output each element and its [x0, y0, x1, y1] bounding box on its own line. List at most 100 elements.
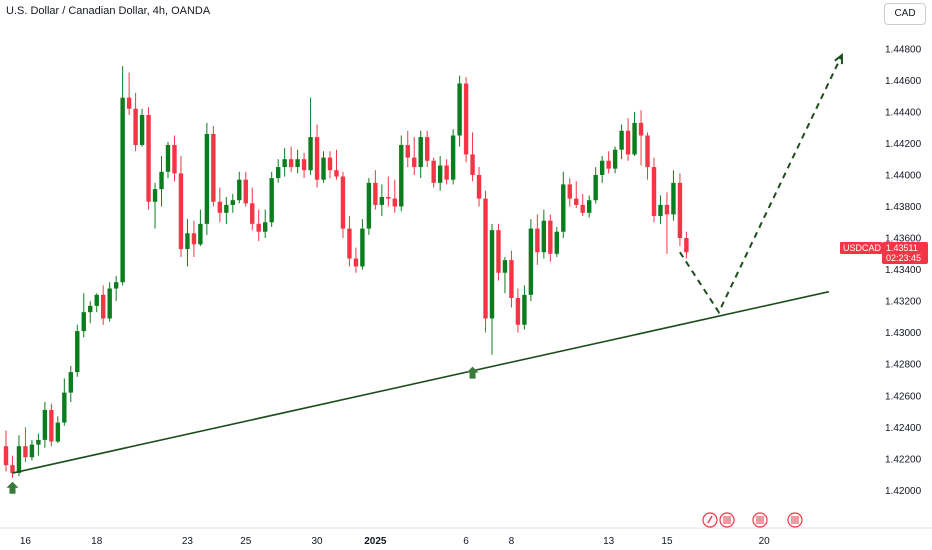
- price-axis[interactable]: [878, 0, 932, 550]
- candle-body: [373, 182, 378, 205]
- price-tick-label: 1.44000: [885, 170, 922, 181]
- time-tick-label: 13: [603, 536, 615, 547]
- candle-body: [405, 144, 410, 158]
- candle-body: [535, 228, 540, 253]
- candle-body: [243, 179, 248, 204]
- candle-body: [392, 198, 397, 207]
- candle-body: [314, 137, 320, 180]
- last-price-label: 1.43511: [886, 243, 918, 253]
- candle-body: [275, 167, 281, 179]
- candle-body: [23, 446, 28, 458]
- price-tick-label: 1.44600: [885, 76, 922, 87]
- candle-body: [561, 184, 566, 232]
- candle-body: [515, 297, 521, 325]
- candle-body: [619, 130, 624, 150]
- candle-body: [49, 409, 54, 442]
- last-price-tag: [882, 242, 928, 264]
- candle-body: [191, 233, 197, 245]
- candle-body: [541, 220, 547, 253]
- support-trendline[interactable]: [12, 290, 830, 474]
- candle-body: [3, 446, 9, 466]
- price-tick-label: 1.42400: [885, 423, 922, 434]
- candle-body: [353, 258, 359, 267]
- candle-body: [476, 174, 482, 199]
- up-arrow-icon: [466, 366, 479, 379]
- candle-body: [431, 160, 436, 183]
- candle-body: [88, 305, 93, 313]
- candle-body: [593, 174, 598, 201]
- candle-body: [360, 228, 365, 267]
- candle-body: [412, 157, 417, 168]
- candle-body: [288, 159, 294, 168]
- candle-body: [606, 160, 611, 169]
- price-tick-label: 1.44400: [885, 107, 922, 118]
- us-flag-icon[interactable]: [787, 512, 803, 528]
- candle-body: [146, 115, 151, 202]
- candle-body: [651, 167, 657, 216]
- candle-body: [94, 294, 99, 306]
- us-flag-icon[interactable]: [752, 512, 768, 528]
- candle-body: [347, 228, 352, 259]
- candle-body: [230, 200, 235, 205]
- candle-body: [671, 182, 676, 215]
- candle-body: [632, 122, 637, 155]
- candle-body: [567, 184, 572, 199]
- candle-body: [101, 294, 106, 319]
- symbol-tag-label: USDCAD: [843, 243, 882, 253]
- candle-body: [522, 294, 527, 325]
- candle-body: [418, 137, 423, 168]
- candle-body: [457, 83, 462, 136]
- candle-body: [587, 200, 592, 213]
- time-tick-label: 25: [240, 536, 252, 547]
- price-tick-label: 1.44800: [885, 44, 922, 55]
- candle-body: [548, 220, 553, 254]
- candle-body: [437, 165, 443, 183]
- candle-body: [444, 165, 449, 180]
- us-flag-icon[interactable]: [719, 512, 735, 528]
- candle-body: [489, 230, 495, 319]
- candle-body: [152, 189, 158, 202]
- time-tick-label: 20: [759, 536, 771, 547]
- projection-arrowhead: [834, 53, 843, 65]
- event-flag-mark: [707, 515, 713, 524]
- candle-body: [483, 198, 488, 319]
- candle-body: [217, 201, 223, 213]
- candle-body: [502, 260, 508, 273]
- candle-body: [16, 446, 22, 474]
- candle-body: [684, 238, 689, 253]
- candle-body: [178, 173, 184, 250]
- time-tick-label: 6: [463, 536, 469, 547]
- countdown-label: 02:23:45: [886, 253, 921, 263]
- candle-body: [269, 178, 274, 223]
- price-tick-label: 1.42000: [885, 486, 922, 497]
- time-tick-label: 15: [661, 536, 673, 547]
- projection-path[interactable]: [679, 54, 843, 315]
- candle-body: [185, 233, 190, 250]
- currency-button[interactable]: CAD: [884, 3, 926, 25]
- candle-body: [340, 176, 346, 229]
- candle-body: [308, 137, 313, 171]
- candle-body: [295, 159, 300, 168]
- candle-body: [139, 115, 145, 145]
- time-tick-label: 18: [91, 536, 103, 547]
- price-tick-label: 1.43200: [885, 297, 922, 308]
- candle-body: [165, 144, 171, 172]
- candle-body: [599, 160, 605, 175]
- candle-body: [664, 204, 670, 215]
- candle-body: [301, 159, 307, 171]
- price-tick-label: 1.42800: [885, 360, 922, 371]
- candle-body: [36, 439, 41, 445]
- candle-body: [42, 409, 48, 440]
- candle-body: [198, 223, 203, 245]
- candle-body: [379, 197, 385, 205]
- candle-body: [126, 97, 132, 109]
- candle-body: [159, 171, 164, 190]
- candle-body: [55, 422, 61, 442]
- candle-body: [120, 97, 125, 283]
- time-tick-label: 23: [182, 536, 194, 547]
- candle-body: [334, 170, 339, 177]
- candle-body: [62, 392, 67, 423]
- time-tick-label: 16: [20, 536, 32, 547]
- candle-body: [496, 230, 501, 273]
